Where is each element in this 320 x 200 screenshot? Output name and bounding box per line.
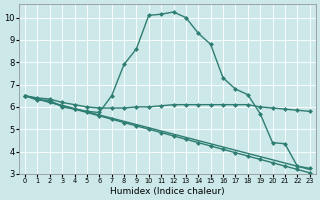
X-axis label: Humidex (Indice chaleur): Humidex (Indice chaleur): [110, 187, 225, 196]
